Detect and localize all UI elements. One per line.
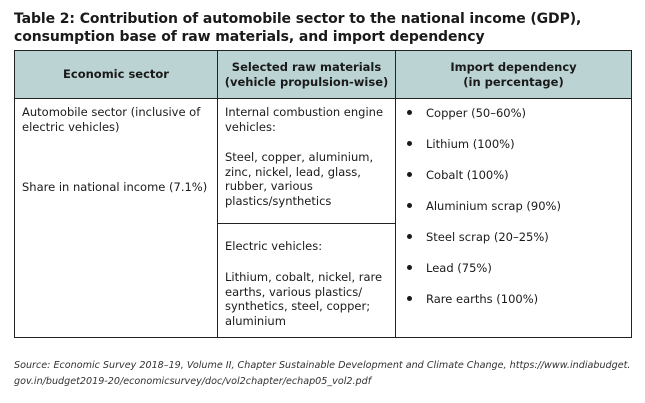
source-line-1: Source: Economic Survey 2018–19, Volume … [14,360,631,371]
bullet-icon [407,203,412,208]
column-divider-1 [217,51,218,337]
materials-row-divider [218,223,395,224]
source-note: Source: Economic Survey 2018–19, Volume … [14,358,634,390]
ev-materials: Lithium, cobalt, nickel, rare earths, va… [225,270,383,328]
header-raw-materials: Selected raw materials (vehicle propulsi… [224,59,389,89]
ice-materials: Steel, copper, aluminium, zinc, nickel, … [225,150,374,208]
bullet-icon [407,296,412,301]
header-economic-sector: Economic sector [63,67,169,81]
table-header-row: Economic sector Selected raw materials (… [15,51,631,99]
list-item: Cobalt (100%) [403,168,628,199]
table-title-line-1: Table 2: Contribution of automobile sect… [14,11,582,27]
bullet-icon [407,141,412,146]
list-item: Lithium (100%) [403,137,628,168]
sector-share-cell: Share in national income (7.1%) [22,180,208,194]
bullet-icon [407,172,412,177]
list-item: Aluminium scrap (90%) [403,199,628,230]
import-dependency-list: Copper (50–60%) Lithium (100%) Cobalt (1… [403,106,628,323]
ev-label: Electric vehicles: [225,239,323,253]
header-import-dependency: Import dependency (in percentage) [450,59,577,89]
bullet-icon [407,265,412,270]
bullet-icon [407,234,412,239]
sector-name-cell: Automobile sector (inclusive of electric… [22,105,201,134]
list-item: Copper (50–60%) [403,106,628,137]
bullet-icon [407,110,412,115]
source-line-2: gov.in/budget2019-20/economicsurvey/doc/… [14,376,372,387]
list-item: Steel scrap (20–25%) [403,230,628,261]
list-item: Lead (75%) [403,261,628,292]
data-table: Economic sector Selected raw materials (… [14,50,632,338]
ice-label: Internal combustion engine vehicles: [225,105,384,134]
table-title: Table 2: Contribution of automobile sect… [14,10,634,46]
column-divider-2 [395,51,396,337]
list-item: Rare earths (100%) [403,292,628,323]
table-title-line-2: consumption base of raw materials, and i… [14,29,485,45]
